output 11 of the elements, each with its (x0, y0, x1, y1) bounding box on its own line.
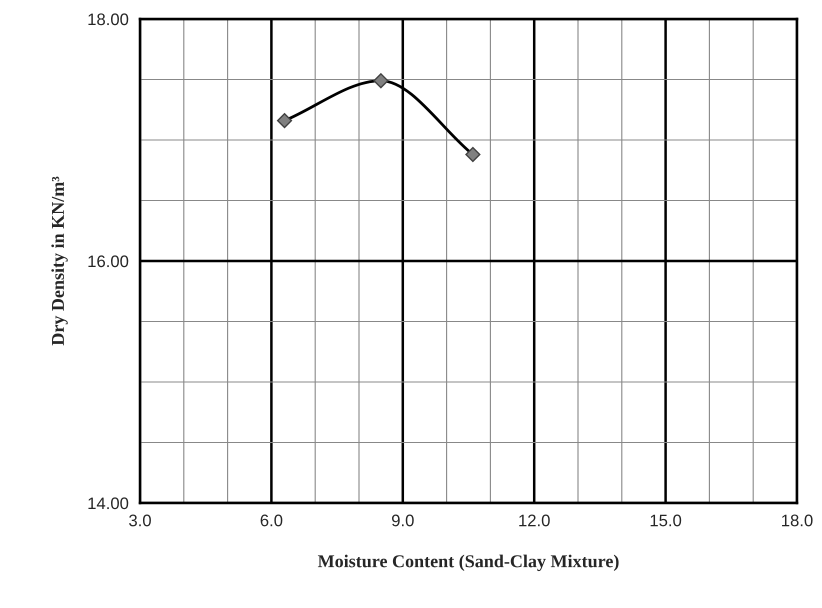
y-axis-title: Dry Density in KN/m³ (51, 176, 68, 346)
x-tick-label: 12.0 (519, 514, 550, 526)
y-tick-label: 14.00 (88, 497, 128, 510)
y-tick-label: 18.00 (88, 13, 128, 26)
y-tick-label: 16.00 (88, 255, 128, 268)
x-tick-label: 3.0 (129, 514, 151, 526)
x-axis-title: Moisture Content (Sand-Clay Mixture) (318, 554, 619, 572)
x-tick-label: 6.0 (260, 514, 282, 526)
x-tick-label: 18.0 (782, 514, 813, 526)
x-tick-label: 15.0 (650, 514, 682, 526)
x-tick-label: 9.0 (392, 514, 414, 526)
